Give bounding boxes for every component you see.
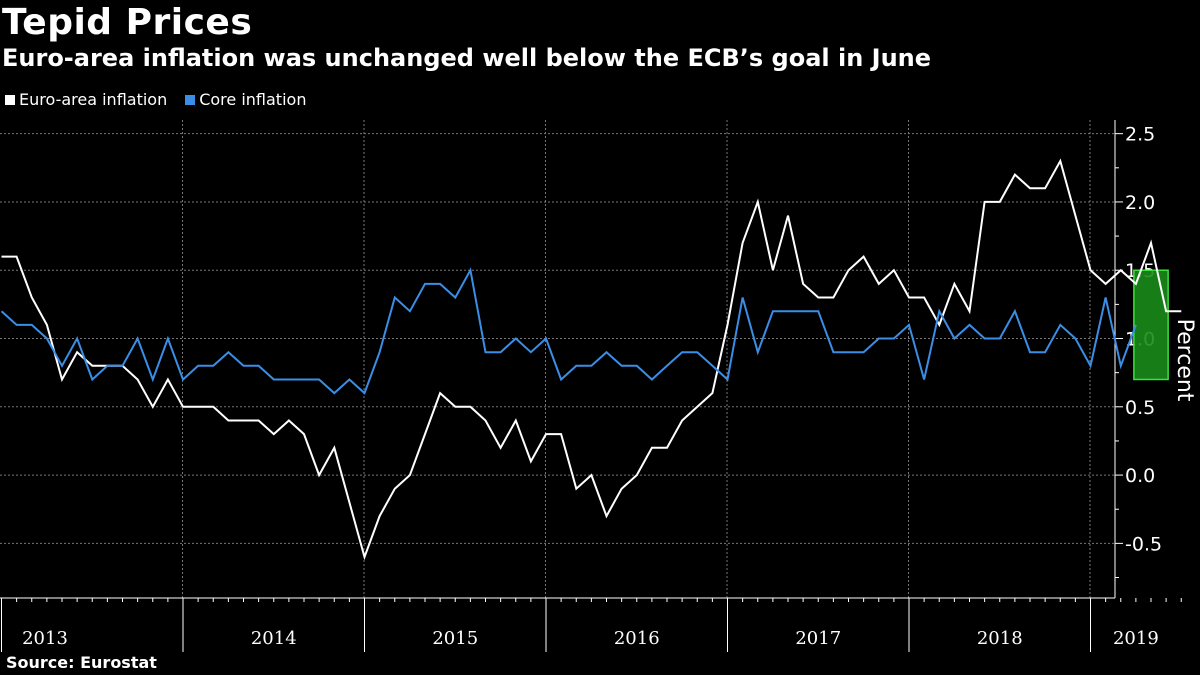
x-year-label: 2018 [977,628,1023,649]
legend-swatch-core-inflation [185,94,196,105]
chart-title: Tepid Prices [2,2,253,43]
x-year-label: 2015 [432,628,478,649]
legend-swatch-euro-area-inflation [5,94,15,105]
legend: Euro-area inflation Core inflation [5,90,306,109]
x-year-label: 2017 [795,628,841,649]
highlight-box [1133,269,1169,381]
y-tick-label: 2.5 [1125,124,1155,146]
y-axis-title: Percent [1172,319,1197,402]
x-year-label: 2013 [22,628,68,649]
x-year-label: 2019 [1113,628,1159,649]
series-line-euro-area-inflation [1,158,1182,561]
chart-subtitle: Euro-area inflation was unchanged well b… [2,44,932,72]
legend-label-euro-area-inflation: Euro-area inflation [19,90,168,109]
legend-item-core-inflation: Core inflation [185,90,306,109]
y-tick-label: 2.0 [1125,192,1155,214]
legend-item-euro-area-inflation: Euro-area inflation [5,90,167,109]
source-note: Source: Eurostat [6,653,157,672]
legend-label-core-inflation: Core inflation [199,90,307,109]
x-year-label: 2014 [251,628,297,649]
x-year-label: 2016 [614,628,660,649]
y-tick-label: -0.5 [1125,533,1162,555]
series-line-core-inflation [0,267,1137,395]
y-tick-label: 0.5 [1125,397,1155,419]
y-tick-label: 0.0 [1125,465,1155,487]
